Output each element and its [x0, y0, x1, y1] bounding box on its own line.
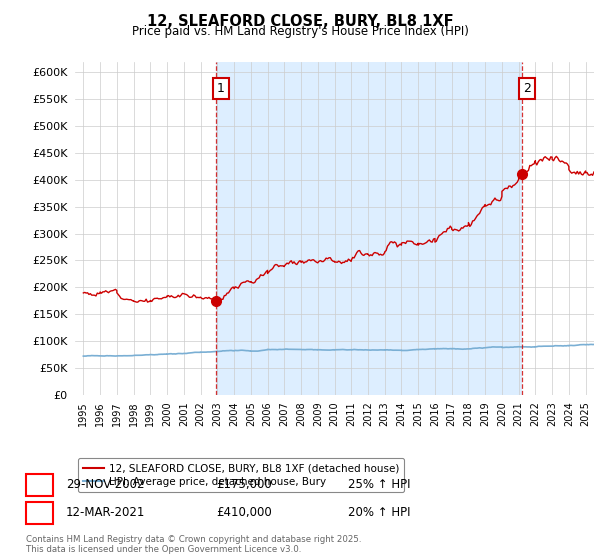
Text: 1: 1: [217, 82, 225, 95]
Bar: [216, 62, 522, 395]
Text: £410,000: £410,000: [216, 506, 272, 519]
Text: Contains HM Land Registry data © Crown copyright and database right 2025.
This d: Contains HM Land Registry data © Crown c…: [26, 535, 361, 554]
Text: 12-MAR-2021: 12-MAR-2021: [66, 506, 145, 519]
Text: 20% ↑ HPI: 20% ↑ HPI: [348, 506, 410, 519]
Text: 12, SLEAFORD CLOSE, BURY, BL8 1XF: 12, SLEAFORD CLOSE, BURY, BL8 1XF: [146, 14, 454, 29]
Text: 2: 2: [523, 82, 531, 95]
Text: 2: 2: [35, 506, 44, 519]
Legend: 12, SLEAFORD CLOSE, BURY, BL8 1XF (detached house), HPI: Average price, detached: 12, SLEAFORD CLOSE, BURY, BL8 1XF (detac…: [77, 458, 404, 492]
Text: 29-NOV-2002: 29-NOV-2002: [66, 478, 145, 491]
Text: 1: 1: [35, 478, 44, 491]
Text: Price paid vs. HM Land Registry's House Price Index (HPI): Price paid vs. HM Land Registry's House …: [131, 25, 469, 38]
Text: 25% ↑ HPI: 25% ↑ HPI: [348, 478, 410, 491]
Text: £175,000: £175,000: [216, 478, 272, 491]
